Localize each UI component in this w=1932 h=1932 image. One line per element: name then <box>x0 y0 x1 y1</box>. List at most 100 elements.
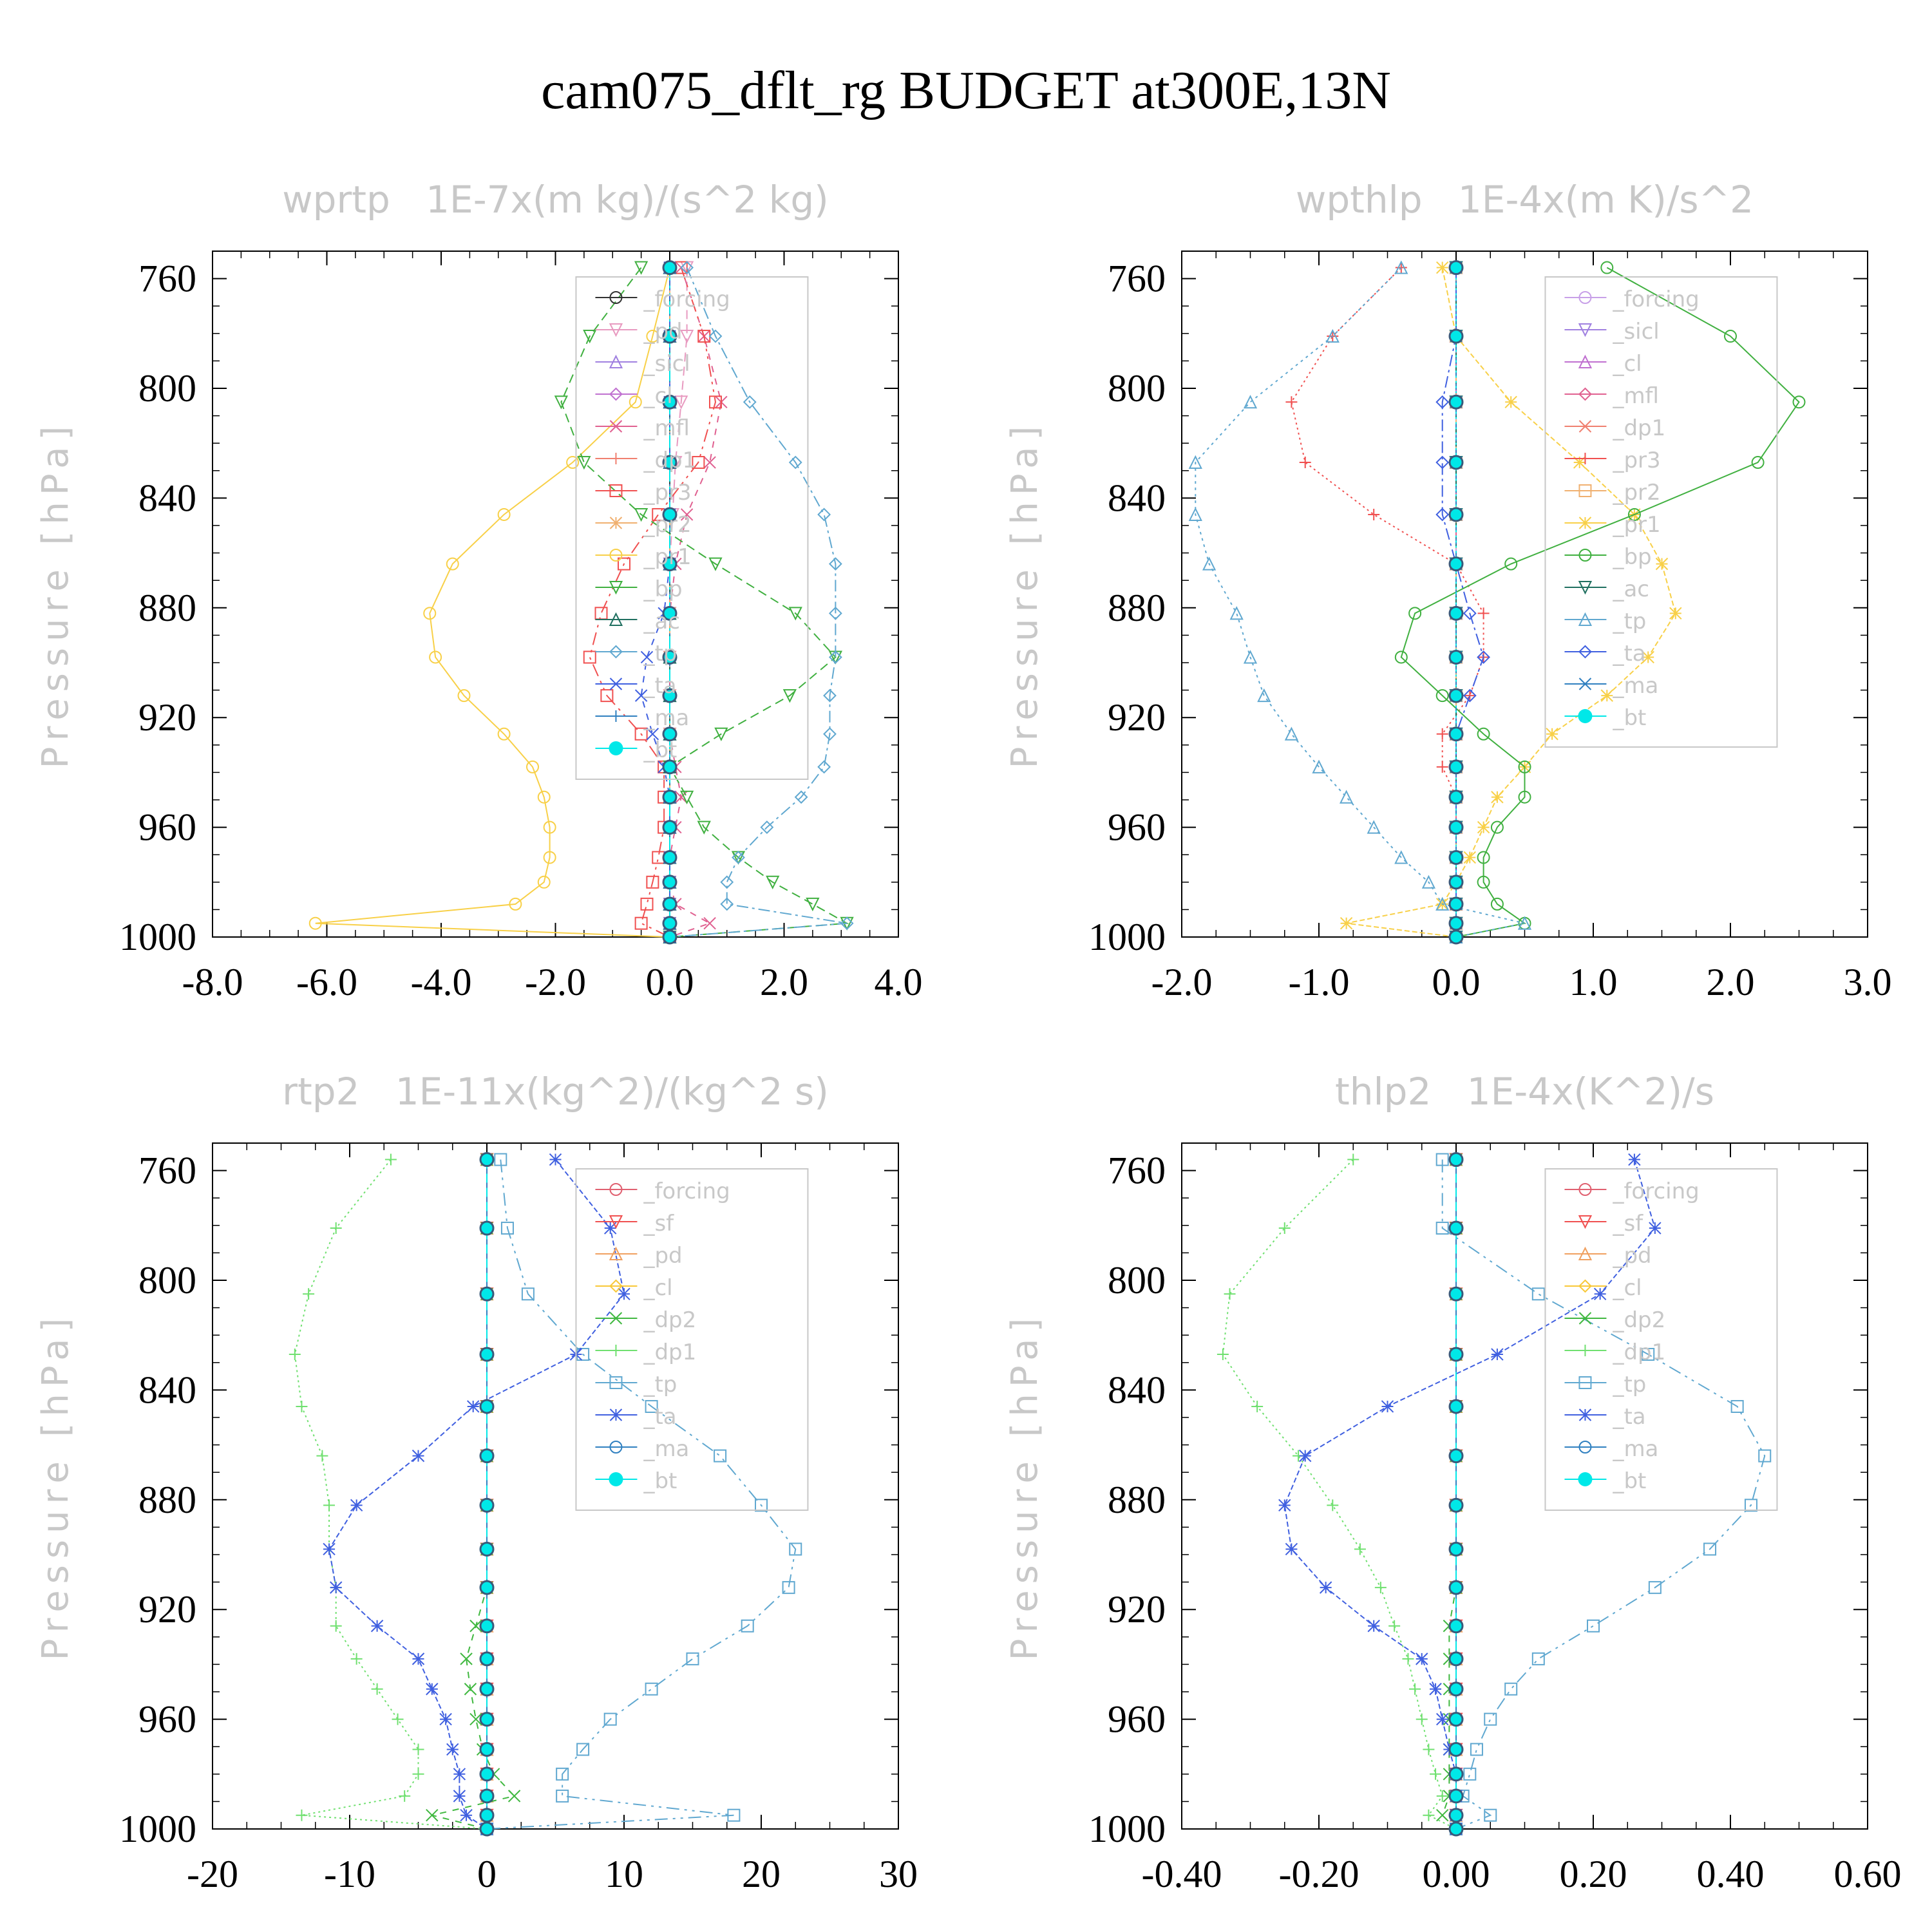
y-tick-label: 920 <box>1108 1588 1166 1631</box>
legend-swatch-marker <box>609 581 623 595</box>
legend-label: _bp <box>643 576 682 602</box>
marker-point <box>1751 456 1765 469</box>
legend: _forcing _pd _sicl _cl _mfl _dp1 _pr3 _pr2 _pr1 _… <box>575 276 809 780</box>
marker-point <box>1448 1712 1464 1727</box>
marker-point <box>662 556 677 572</box>
marker-point <box>296 1809 308 1821</box>
marker-point <box>497 507 511 521</box>
legend-swatch-marker <box>1578 1408 1592 1421</box>
marker-point <box>823 727 837 741</box>
y-tick-label: 1000 <box>119 916 196 958</box>
marker-point <box>1368 508 1380 520</box>
marker-point <box>1490 897 1504 911</box>
legend-swatch-marker <box>1578 323 1593 337</box>
x-tick-label: -2.0 <box>1151 961 1213 1003</box>
y-tick-label: 880 <box>1108 587 1166 629</box>
marker-point <box>479 1741 495 1757</box>
marker-point <box>479 1766 495 1782</box>
marker-point <box>350 1499 363 1512</box>
legend-swatch-marker <box>1578 1312 1592 1325</box>
marker-point <box>1435 1153 1449 1166</box>
marker-point <box>464 1683 477 1696</box>
marker-point <box>1593 1287 1607 1301</box>
marker-point <box>1284 726 1299 741</box>
marker-point <box>1448 556 1464 572</box>
legend-label: _pr1 <box>643 544 691 570</box>
legend-label: _ma <box>643 705 689 731</box>
legend-label: _ta <box>1612 1404 1645 1430</box>
main-title: cam075_dflt_rg BUDGET at300E,13N <box>541 61 1391 120</box>
marker-point <box>1448 875 1464 890</box>
marker-point <box>1394 260 1408 274</box>
marker-point <box>1573 456 1586 469</box>
marker-point <box>662 507 677 522</box>
marker-point <box>1490 820 1504 834</box>
marker-point <box>1448 1741 1464 1757</box>
marker-point <box>479 1347 495 1362</box>
marker-point <box>1421 875 1436 889</box>
legend-label: _ta <box>643 673 676 699</box>
marker-point <box>1298 1449 1312 1463</box>
legend: _forcing _sicl _cl _mfl _dp1 _pr3 _pr2 _pr1 _bp _… <box>1544 276 1778 748</box>
marker-point <box>640 650 654 664</box>
marker-point <box>479 1821 495 1837</box>
y-axis-label: Pressure [hPa] <box>35 420 77 769</box>
marker-point <box>1285 396 1298 408</box>
marker-point <box>1628 1153 1641 1166</box>
x-tick-label: 0 <box>477 1853 497 1895</box>
marker-point <box>1435 1712 1449 1726</box>
marker-point <box>662 896 677 912</box>
legend-box <box>575 1168 809 1511</box>
legend-label: _forcing <box>1612 287 1699 312</box>
marker-point <box>500 1222 514 1235</box>
legend-label: _ma <box>1612 673 1658 699</box>
marker-point <box>1217 1349 1229 1361</box>
marker-point <box>680 790 694 804</box>
marker-point <box>370 1620 384 1633</box>
marker-point <box>1340 916 1353 930</box>
marker-point <box>1435 1808 1449 1822</box>
marker-point <box>634 916 648 930</box>
marker-point <box>1448 605 1464 621</box>
marker-point <box>1278 1499 1291 1512</box>
marker-point <box>439 1712 452 1726</box>
series-line <box>560 267 849 938</box>
marker-point <box>576 1743 590 1756</box>
marker-point <box>1448 916 1464 931</box>
marker-point <box>412 1768 424 1780</box>
x-tick-label: -20 <box>187 1853 238 1895</box>
marker-point <box>1463 1767 1477 1781</box>
legend-swatch-marker <box>1578 420 1592 433</box>
series-dp1 <box>1217 1153 1462 1835</box>
marker-point <box>543 851 556 864</box>
marker-point <box>817 760 831 774</box>
marker-point <box>1792 395 1806 409</box>
series-bt <box>1448 1152 1464 1837</box>
x-tick-label: 0.60 <box>1834 1853 1902 1895</box>
marker-point <box>549 1153 562 1166</box>
marker-point <box>1491 791 1504 804</box>
marker-point <box>1299 457 1311 469</box>
marker-point <box>766 875 780 890</box>
marker-point <box>479 1497 495 1513</box>
marker-point <box>1448 1580 1464 1595</box>
legend-label: _dp1 <box>1612 1340 1665 1365</box>
plot-frame <box>1181 1142 1868 1830</box>
x-tick-label: -8.0 <box>182 961 243 1003</box>
marker-point <box>1600 689 1614 702</box>
marker-point <box>1448 1681 1464 1697</box>
marker-point <box>1354 1543 1366 1555</box>
marker-point <box>618 1287 630 1301</box>
marker-point <box>788 607 802 621</box>
marker-point <box>1312 759 1326 773</box>
marker-point <box>1477 650 1491 664</box>
series-tp <box>480 1153 802 1835</box>
marker-point <box>1648 1581 1662 1595</box>
marker-point <box>1416 1713 1428 1725</box>
x-tick-label: 0.40 <box>1697 1853 1765 1895</box>
x-tick-label: 10 <box>605 1853 643 1895</box>
panel-title: rtp2 1E-11x(kg^2)/(kg^2 s) <box>282 1070 829 1113</box>
y-tick-label: 800 <box>138 1259 196 1302</box>
y-tick-label: 760 <box>138 1150 196 1192</box>
